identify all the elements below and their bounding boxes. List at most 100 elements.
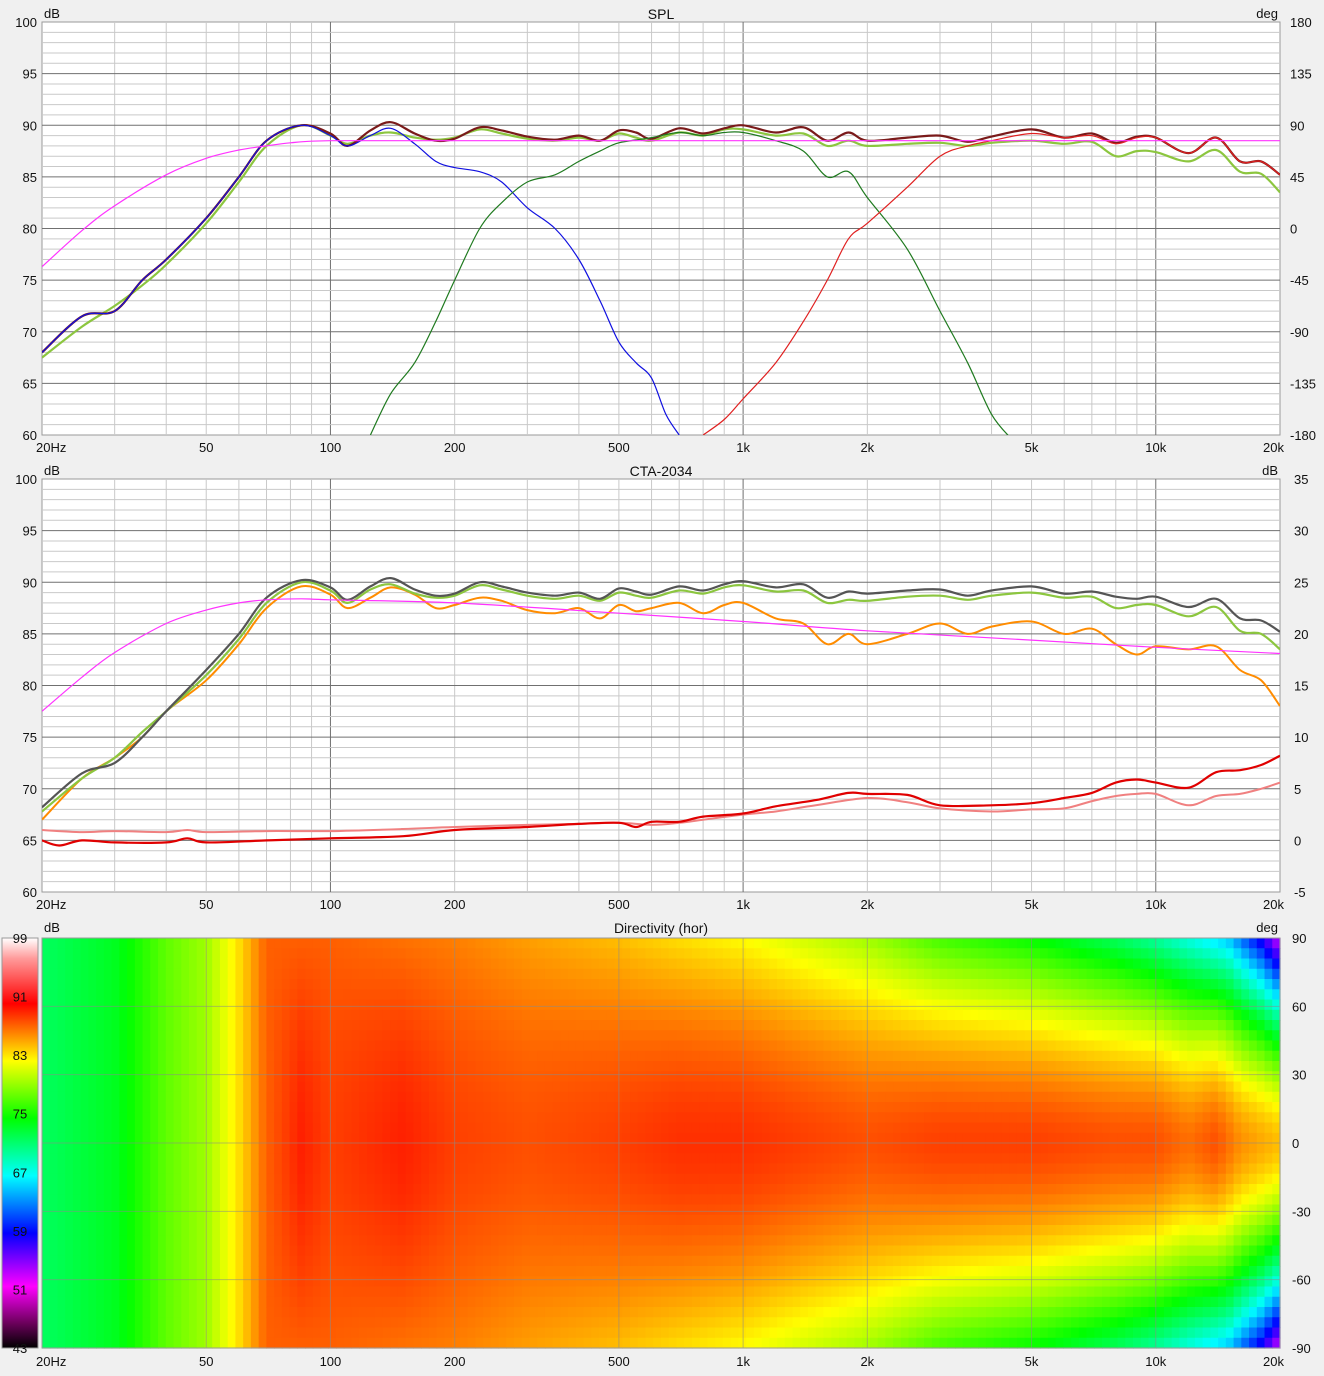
heatmap-cell <box>552 968 562 980</box>
heatmap-cell <box>57 1245 66 1257</box>
heatmap-cell <box>591 1194 600 1206</box>
heatmap-cell <box>730 1040 739 1052</box>
heatmap-cell <box>668 1081 678 1093</box>
heatmap-cell <box>428 1122 438 1134</box>
heatmap-cell <box>537 1132 546 1144</box>
heatmap-cell <box>699 1009 709 1021</box>
heatmap-cell <box>506 1081 515 1093</box>
heatmap-cell <box>413 1081 422 1093</box>
heatmap-cell <box>521 1245 531 1257</box>
heatmap-cell <box>862 1102 871 1113</box>
heatmap-cell <box>436 1040 445 1052</box>
heatmap-cell <box>49 1143 59 1154</box>
heatmap-cell <box>266 1204 275 1216</box>
heatmap-cell <box>916 1081 925 1093</box>
heatmap-cell <box>800 1255 809 1267</box>
heatmap-cell <box>924 1337 933 1349</box>
heatmap-cell <box>467 1255 476 1267</box>
heatmap-cell <box>165 1081 175 1093</box>
heatmap-cell <box>722 1061 732 1072</box>
colorbar-tick-label: 43 <box>13 1341 27 1356</box>
heatmap-cell <box>916 1194 925 1206</box>
heatmap-cell <box>599 1307 608 1318</box>
heatmap-cell <box>173 1040 182 1052</box>
heatmap-cell <box>900 938 910 949</box>
heatmap-cell <box>521 1184 531 1195</box>
heatmap-cell <box>343 1337 353 1349</box>
heatmap-cell <box>622 968 631 980</box>
heatmap-cell <box>931 968 941 980</box>
heatmap-cell <box>235 1337 244 1349</box>
heatmap-cell <box>181 1255 190 1267</box>
heatmap-cell <box>475 1337 484 1349</box>
heatmap-cell <box>312 1030 322 1042</box>
heatmap-cell <box>583 1337 592 1349</box>
heatmap-cell <box>235 1194 244 1206</box>
heatmap-cell <box>552 1009 562 1021</box>
heatmap-cell <box>676 1050 685 1062</box>
heatmap-cell <box>72 1061 82 1072</box>
heatmap-cell <box>591 1009 600 1021</box>
heatmap-cell <box>955 1102 964 1113</box>
heatmap-cell <box>49 1194 59 1206</box>
heatmap-cell <box>738 1266 747 1277</box>
heatmap-cell <box>212 1286 221 1298</box>
heatmap-cell <box>885 1163 894 1175</box>
heatmap-cell <box>722 1276 732 1288</box>
heatmap-cell <box>173 1071 182 1083</box>
heatmap-cell <box>947 1143 956 1154</box>
heatmap-cell <box>258 1112 267 1124</box>
heatmap-cell <box>289 1071 298 1083</box>
heatmap-cell <box>266 1030 275 1042</box>
heatmap-cell <box>568 1091 577 1103</box>
heatmap-cell <box>96 1307 105 1318</box>
heatmap-cell <box>103 1132 113 1144</box>
heatmap-cell <box>560 1327 569 1339</box>
y-tick-label: 0 <box>1294 833 1301 848</box>
heatmap-cell <box>343 1235 353 1247</box>
heatmap-cell <box>777 1091 786 1103</box>
heatmap-cell <box>459 1184 469 1195</box>
heatmap-cell <box>645 979 654 990</box>
heatmap-cell <box>397 1143 407 1154</box>
heatmap-cell <box>436 979 445 990</box>
heatmap-cell <box>250 1061 260 1072</box>
heatmap-cell <box>320 1194 329 1206</box>
heatmap-cell <box>568 1009 577 1021</box>
heatmap-cell <box>142 1266 151 1277</box>
heatmap-cell <box>630 968 639 980</box>
heatmap-cell <box>142 1194 151 1206</box>
heatmap-cell <box>266 1266 275 1277</box>
heatmap-cell <box>428 999 438 1011</box>
heatmap-cell <box>351 979 360 990</box>
heatmap-cell <box>808 1163 817 1175</box>
heatmap-cell <box>212 1327 221 1339</box>
heatmap-cell <box>142 1009 151 1021</box>
heatmap-cell <box>885 1204 894 1216</box>
heatmap-cell <box>506 1184 515 1195</box>
heatmap-cell <box>444 1163 453 1175</box>
heatmap-cell <box>931 948 941 960</box>
heatmap-cell <box>444 1296 453 1308</box>
heatmap-cell <box>521 1061 531 1072</box>
heatmap-cell <box>382 1255 391 1267</box>
heatmap-cell <box>544 1050 554 1062</box>
heatmap-cell <box>575 948 585 960</box>
heatmap-cell <box>421 1276 430 1288</box>
heatmap-cell <box>784 1214 794 1226</box>
heatmap-cell <box>127 1071 136 1083</box>
heatmap-cell <box>738 1235 747 1247</box>
heatmap-cell <box>707 1225 716 1236</box>
heatmap-cell <box>653 1071 662 1083</box>
heatmap-cell <box>42 1266 51 1277</box>
heatmap-cell <box>80 1163 90 1175</box>
heatmap-cell <box>823 1286 832 1298</box>
heatmap-cell <box>529 1194 538 1206</box>
heatmap-cell <box>219 979 229 990</box>
heatmap-cell <box>227 1102 237 1113</box>
heatmap-cell <box>328 1009 337 1021</box>
heatmap-cell <box>111 1050 120 1062</box>
heatmap-cell <box>730 1255 739 1267</box>
heatmap-cell <box>560 999 569 1011</box>
